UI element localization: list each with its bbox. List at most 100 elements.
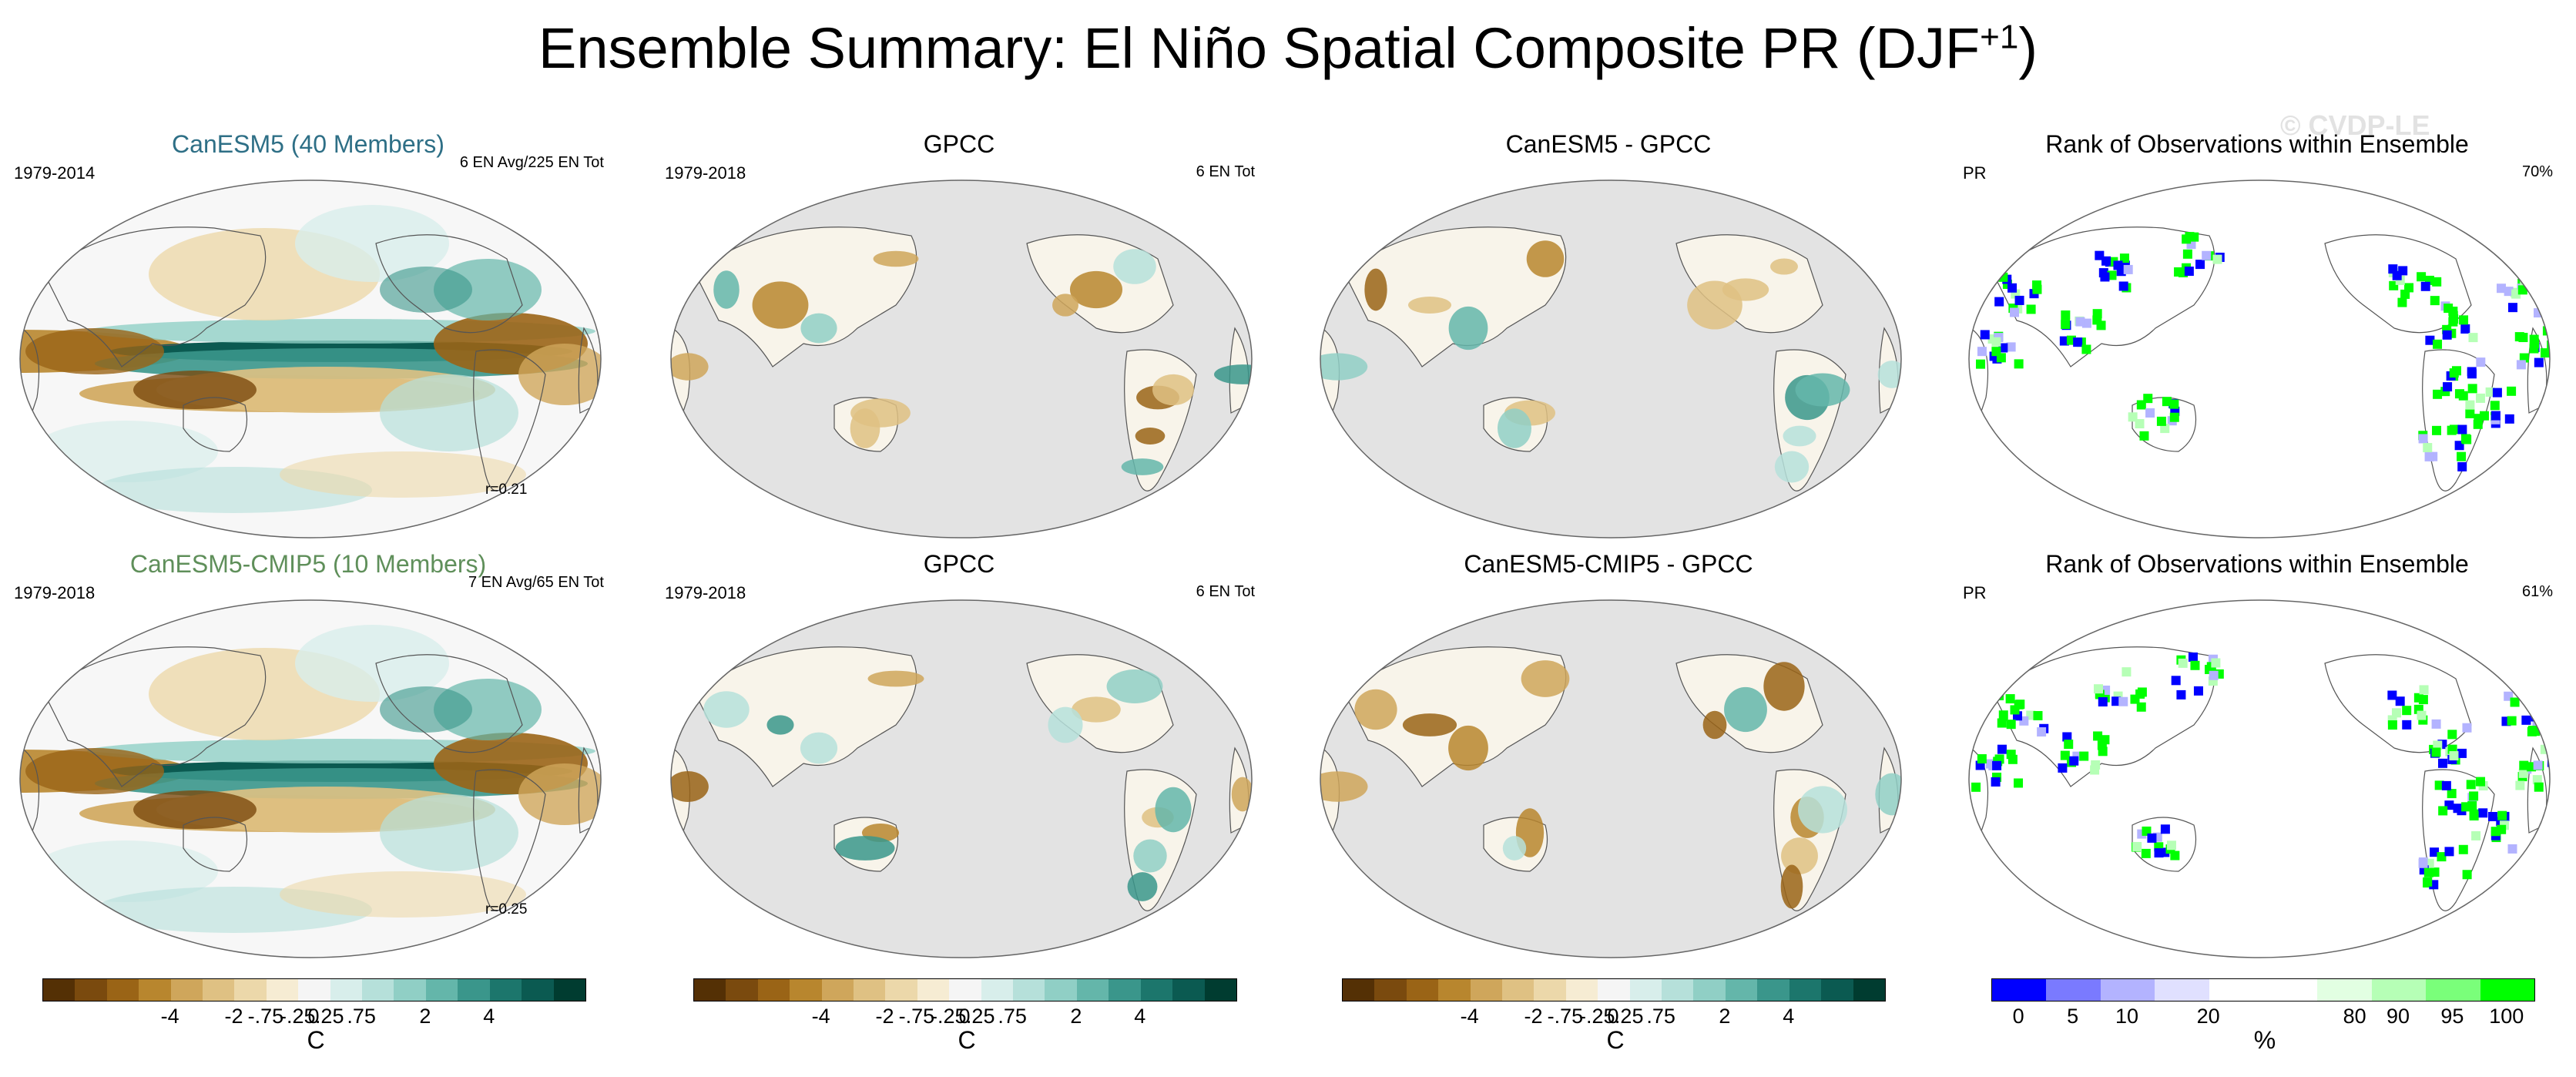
colorbar-swatch bbox=[394, 979, 426, 1001]
colorbar-swatch bbox=[298, 979, 330, 1001]
panel-title: Rank of Observations within Ensemble bbox=[2045, 130, 2469, 158]
colorbar-swatch bbox=[2155, 979, 2209, 1001]
map-panel: GPCC 1979-2018 6 EN Tot bbox=[651, 130, 1267, 539]
colorbar-swatch bbox=[1013, 979, 1045, 1001]
map-panel: Rank of Observations within Ensemble PR 61… bbox=[1949, 550, 2565, 959]
panel-title: CanESM5 - GPCC bbox=[1505, 130, 1712, 158]
colorbar-swatch bbox=[1076, 979, 1109, 1001]
colorbar-swatch bbox=[917, 979, 950, 1001]
colorbar-tick-label: -.75 bbox=[247, 1005, 284, 1028]
colorbar-swatch bbox=[1789, 979, 1822, 1001]
colorbar-tick-label: -.25 bbox=[931, 1005, 967, 1028]
colorbar-swatch bbox=[790, 979, 822, 1001]
colorbar-tick-label: 0 bbox=[2012, 1005, 2024, 1028]
colorbar: -4 -2 -.75 -.25 0.25.75 2 4 C bbox=[42, 978, 589, 1071]
map-panel: CanESM5 (40 Members) 1979-2014 6 EN Avg/22… bbox=[0, 130, 616, 539]
colorbar-tick-label: 80 bbox=[2343, 1005, 2366, 1028]
colorbar-swatch bbox=[1470, 979, 1503, 1001]
continent-outline bbox=[375, 234, 523, 334]
colorbar-tick-label: -2 bbox=[1524, 1005, 1543, 1028]
colorbar-swatch bbox=[330, 979, 363, 1001]
colorbar-tick-label: .25 bbox=[1614, 1005, 1644, 1028]
continent-outline bbox=[183, 397, 248, 452]
colorbar-swatch bbox=[1757, 979, 1789, 1001]
continent-outline bbox=[578, 327, 599, 414]
colorbar-swatch bbox=[854, 979, 886, 1001]
pattern-correlation: r=0.25 bbox=[485, 901, 528, 918]
colorbar-unit: % bbox=[2253, 1026, 2276, 1054]
continent-outline bbox=[1344, 646, 1567, 787]
colorbar-swatch bbox=[458, 979, 490, 1001]
colorbar-swatch bbox=[981, 979, 1014, 1001]
colorbar-tick-label: .25 bbox=[965, 1005, 995, 1028]
colorbar-swatch bbox=[553, 979, 585, 1001]
world-map bbox=[14, 174, 607, 544]
colorbar-swatch bbox=[362, 979, 394, 1001]
colorbar-swatches bbox=[42, 978, 586, 1002]
colorbar-tick-label: -.25 bbox=[1579, 1005, 1615, 1028]
colorbar-swatch bbox=[1693, 979, 1726, 1001]
colorbar-swatch bbox=[2046, 979, 2101, 1001]
colorbar-tick-label: 4 bbox=[1134, 1005, 1146, 1028]
colorbar-tick-label: -.75 bbox=[1547, 1005, 1584, 1028]
watermark: © CVDP-LE bbox=[2280, 109, 2430, 141]
colorbar-swatch bbox=[694, 979, 726, 1001]
colorbar-tick-label: .75 bbox=[998, 1005, 1027, 1028]
colorbar-swatches bbox=[693, 978, 1237, 1002]
map-panel: CanESM5 - GPCC bbox=[1300, 130, 1917, 539]
colorbar-swatch bbox=[425, 979, 458, 1001]
continent-outline bbox=[473, 349, 546, 492]
colorbar-swatch bbox=[1140, 979, 1173, 1001]
colorbar-swatch bbox=[2426, 979, 2480, 1001]
panel-count-label: 61% bbox=[2521, 583, 2553, 600]
panel-period-label: 1979-2018 bbox=[665, 163, 746, 183]
colorbar-tick-label: 2 bbox=[419, 1005, 431, 1028]
colorbar-tick-label: 2 bbox=[1070, 1005, 1082, 1028]
colorbar-swatch bbox=[522, 979, 554, 1001]
colorbar-tick-label: 100 bbox=[2489, 1005, 2524, 1028]
continent-outline bbox=[44, 226, 267, 367]
colorbar-swatch bbox=[2371, 979, 2427, 1001]
colorbar-tick-label: 10 bbox=[2115, 1005, 2139, 1028]
colorbar-swatch bbox=[1502, 979, 1535, 1001]
colorbar-tick-label: -2 bbox=[224, 1005, 243, 1028]
colorbar-tick-label: .75 bbox=[347, 1005, 376, 1028]
colorbar-swatch bbox=[489, 979, 522, 1001]
colorbar-tick-label: .75 bbox=[1646, 1005, 1675, 1028]
colorbar-swatch bbox=[1725, 979, 1758, 1001]
map-border bbox=[1968, 599, 2551, 958]
colorbar-swatch bbox=[2480, 979, 2535, 1001]
map-panel: GPCC 1979-2018 6 EN Tot bbox=[651, 550, 1267, 959]
colorbar-swatch bbox=[1406, 979, 1439, 1001]
colorbar-unit: C bbox=[958, 1026, 976, 1054]
colorbar-tick-label: 4 bbox=[1783, 1005, 1795, 1028]
continent-outline bbox=[1344, 226, 1567, 367]
panel-count-label: 6 EN Tot bbox=[1196, 163, 1255, 180]
colorbar-swatch bbox=[266, 979, 299, 1001]
colorbar-swatches bbox=[1342, 978, 1886, 1002]
colorbar-tick-label: 0 bbox=[307, 1005, 320, 1028]
continent-outline bbox=[695, 646, 917, 787]
colorbar-tick-label: .25 bbox=[314, 1005, 344, 1028]
map-border bbox=[19, 599, 602, 958]
map-panel: Rank of Observations within Ensemble PR 70… bbox=[1949, 130, 2565, 539]
panel-period-label: PR bbox=[1963, 583, 1987, 602]
colorbar-swatch bbox=[139, 979, 171, 1001]
colorbar-tick-label: -2 bbox=[875, 1005, 894, 1028]
colorbar-tick-label: 90 bbox=[2386, 1005, 2410, 1028]
panel-title: GPCC bbox=[923, 550, 995, 578]
colorbar: -4 -2 -.75 -.25 0.25.75 2 4 C bbox=[1342, 978, 1889, 1071]
world-map bbox=[665, 174, 1258, 544]
colorbar-swatch bbox=[726, 979, 758, 1001]
colorbar: 0 5 10 20 80 90 95 100% bbox=[1991, 978, 2538, 1071]
colorbar-swatch bbox=[1374, 979, 1407, 1001]
panel-period-label: 1979-2014 bbox=[14, 163, 96, 183]
panel-count-label: 70% bbox=[2521, 163, 2553, 180]
colorbar-tick-label: -4 bbox=[1460, 1005, 1479, 1028]
map-border bbox=[1320, 599, 1902, 958]
colorbar: -4 -2 -.75 -.25 0.25.75 2 4 C bbox=[693, 978, 1240, 1071]
colorbar-tick-label: 0 bbox=[958, 1005, 971, 1028]
continent-outline bbox=[44, 646, 267, 787]
continent-outline bbox=[578, 747, 599, 834]
colorbar-swatch bbox=[106, 979, 139, 1001]
